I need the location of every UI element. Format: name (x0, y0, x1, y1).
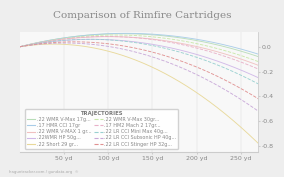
Text: Comparison of Rimfire Cartridges: Comparison of Rimfire Cartridges (53, 11, 231, 20)
Text: haguntracker.com / gundata.org  ©: haguntracker.com / gundata.org © (9, 170, 78, 175)
Legend: .22 WMR V-Max 17g..., .17 HMR CCl 17gr, .22 WMR V-MAX 1 gr..., .22WMR HP 50g...,: .22 WMR V-Max 17g..., .17 HMR CCl 17gr, … (25, 109, 178, 149)
